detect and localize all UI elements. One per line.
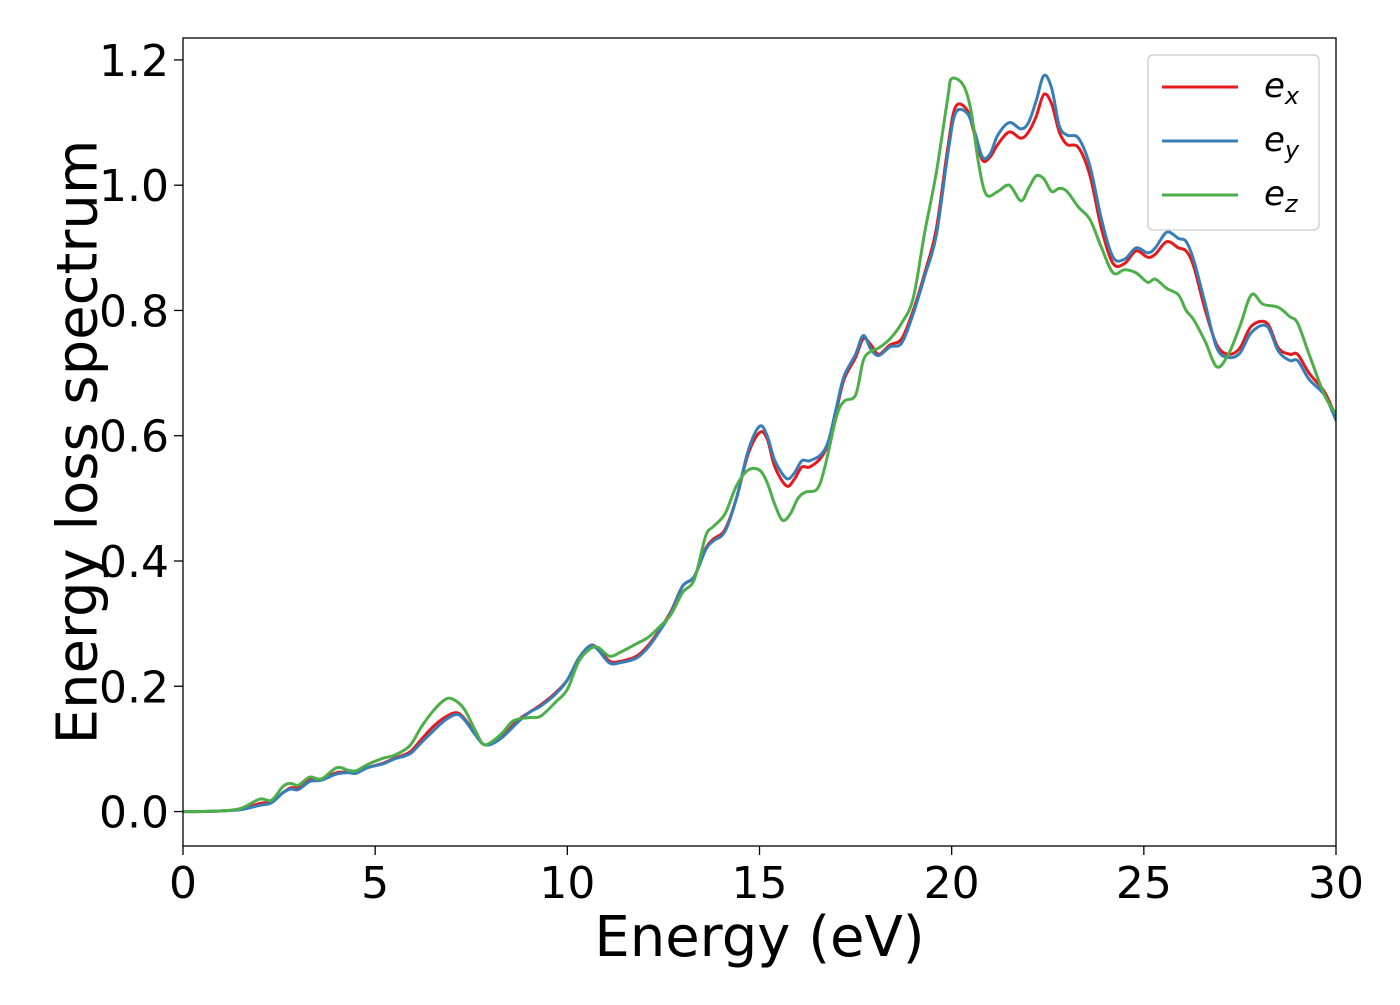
legend-label-e-x: ex xyxy=(1264,66,1300,110)
series-layer xyxy=(183,73,1336,814)
series-line-e-y xyxy=(183,73,1336,814)
series-line-e-z xyxy=(183,76,1336,814)
y-tick-label: 0.2 xyxy=(99,662,169,713)
ticks-layer: 0 5 10 15 20 25 30 0.0 0.2 0.4 0.6 0.8 1.0 1.2 xyxy=(99,36,1364,909)
legend: ex ey ez xyxy=(1147,54,1320,231)
legend-label-e-z: ez xyxy=(1264,174,1299,218)
y-tick-label: 0.8 xyxy=(99,286,169,337)
x-tick-label: 10 xyxy=(539,858,595,909)
x-tick-label: 15 xyxy=(732,858,788,909)
x-axis-title: Energy (eV) xyxy=(594,905,924,970)
y-tick-label: 0.0 xyxy=(99,788,169,839)
series-line-e-x xyxy=(183,92,1336,814)
y-tick-label: 0.6 xyxy=(99,412,169,463)
y-tick-label: 0.4 xyxy=(99,537,169,588)
x-tick-label: 20 xyxy=(924,858,980,909)
legend-items: ex ey ez xyxy=(1162,66,1300,218)
x-tick-label: 0 xyxy=(169,858,197,909)
x-tick-label: 25 xyxy=(1116,858,1172,909)
y-axis-title: Energy loss spectrum xyxy=(46,140,111,745)
y-tick-label: 1.2 xyxy=(99,36,169,87)
legend-label-e-y: ey xyxy=(1264,120,1300,164)
x-tick-label: 5 xyxy=(361,858,389,909)
y-tick-label: 1.0 xyxy=(99,161,169,212)
x-tick-label: 30 xyxy=(1308,858,1364,909)
